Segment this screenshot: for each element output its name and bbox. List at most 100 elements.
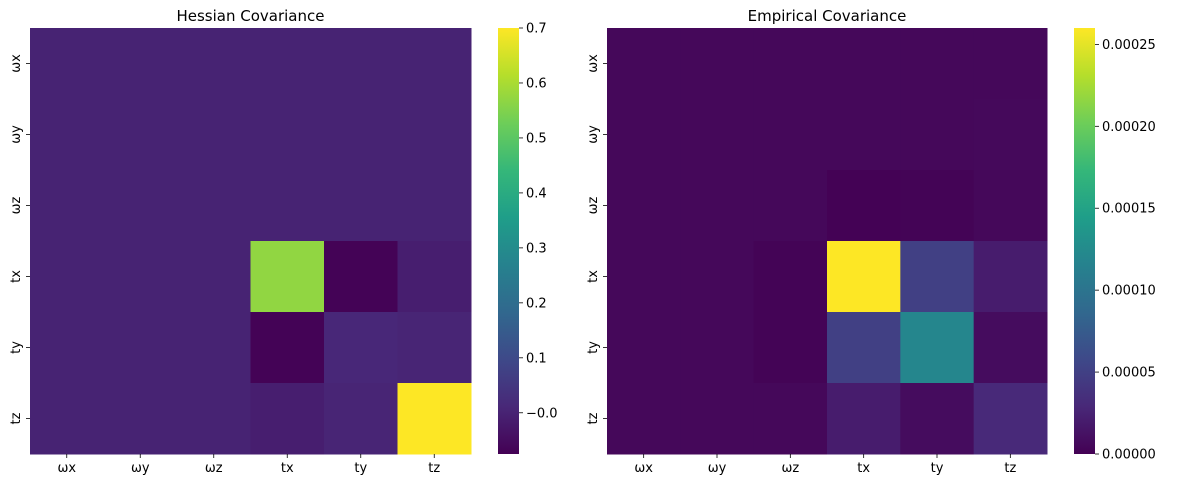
heatmap-cell-r5-c2	[753, 383, 828, 455]
x-tick-label: ωx	[57, 461, 76, 476]
y-tick-label: ty	[9, 341, 24, 354]
heatmap-cell-r4-c5	[397, 312, 472, 384]
colorbar-tick-label: 0.6	[526, 76, 547, 91]
heatmap-cell-r2-c0	[607, 170, 681, 242]
colorbar-tick-label: 0.2	[526, 296, 547, 311]
heatmap-cell-r0-c3	[250, 28, 325, 100]
heatmap-cell-r5-c5	[397, 383, 472, 455]
heatmap-cell-r3-c4	[324, 241, 398, 313]
heatmap-cell-r4-c1	[680, 312, 755, 384]
heatmap-cell-r4-c5	[973, 312, 1048, 384]
y-tick-label: ωy	[586, 125, 601, 144]
heatmap-cell-r0-c2	[753, 28, 828, 100]
heatmap-cell-r2-c5	[397, 170, 472, 242]
y-tick-label: tx	[586, 270, 601, 283]
colorbar-tick-label: 0.00020	[1102, 120, 1156, 135]
heatmap-cell-r3-c3	[250, 241, 325, 313]
heatmap-cell-r1-c5	[973, 99, 1048, 171]
heatmap-cell-r3-c5	[397, 241, 472, 313]
heatmap-cell-r0-c0	[607, 28, 681, 100]
chart-title: Hessian Covariance	[176, 7, 324, 25]
x-tick-label: ωy	[708, 461, 727, 476]
colorbar-tick-label: 0.4	[526, 186, 547, 201]
colorbar-tick-label: 0.00015	[1102, 202, 1156, 217]
heatmap-cell-r4-c4	[324, 312, 398, 384]
heatmap-cell-r4-c3	[250, 312, 325, 384]
heatmap-cell-r3-c2	[177, 241, 251, 313]
colorbar-tick-label: 0.00005	[1102, 366, 1156, 381]
heatmap-cell-r1-c0	[30, 99, 104, 171]
colorbar-tick-label: 0.5	[526, 131, 547, 146]
heatmap-cell-r4-c1	[103, 312, 178, 384]
x-tick-label: ωx	[634, 461, 653, 476]
heatmap-cell-r5-c2	[177, 383, 251, 455]
colorbar	[498, 28, 519, 454]
heatmap-cell-r5-c0	[607, 383, 681, 455]
x-tick-label: ty	[931, 461, 944, 476]
colorbar-tick-label: 0.7	[526, 22, 547, 37]
heatmap-cell-r5-c4	[900, 383, 975, 455]
heatmap-cell-r1-c1	[103, 99, 178, 171]
colorbar-tick-label: 0.00000	[1102, 448, 1156, 463]
colorbar-tick-label: −0.0	[526, 406, 558, 421]
heatmap-cell-r1-c4	[324, 99, 398, 171]
heatmap-cell-r2-c1	[103, 170, 178, 242]
heatmap-cell-r0-c3	[827, 28, 901, 100]
x-tick-label: tz	[1004, 461, 1016, 476]
heatmap-cell-r5-c3	[827, 383, 901, 455]
heatmap-cell-r0-c4	[324, 28, 398, 100]
heatmap-cell-r3-c2	[753, 241, 828, 313]
x-tick-label: tx	[281, 461, 294, 476]
heatmap-cell-r2-c0	[30, 170, 104, 242]
heatmap-cell-r0-c2	[177, 28, 251, 100]
heatmap-cell-r1-c3	[827, 99, 901, 171]
heatmap-cell-r3-c5	[973, 241, 1048, 313]
heatmap-cell-r3-c4	[900, 241, 975, 313]
heatmap-cell-r1-c5	[397, 99, 472, 171]
x-tick-label: ωz	[205, 461, 223, 476]
heatmap-cell-r4-c0	[607, 312, 681, 384]
heatmap-panel-hessian: Hessian Covariance ωx ωy ωz tx ty tz ωx ωy ωz tx ty…	[9, 7, 558, 476]
heatmap-cell-r2-c3	[827, 170, 901, 242]
heatmap-cell-r1-c3	[250, 99, 325, 171]
heatmap-cell-r0-c5	[973, 28, 1048, 100]
heatmap-cell-r5-c0	[30, 383, 104, 455]
heatmap-cell-r2-c5	[973, 170, 1048, 242]
heatmap-cell-r2-c3	[250, 170, 325, 242]
colorbar-tick-label: 0.00010	[1102, 284, 1156, 299]
heatmap-cell-r2-c4	[900, 170, 975, 242]
heatmap-cell-r0-c1	[680, 28, 755, 100]
chart-title: Empirical Covariance	[748, 7, 907, 25]
heatmap-cell-r1-c2	[753, 99, 828, 171]
heatmap-cell-r3-c0	[607, 241, 681, 313]
y-tick-label: tz	[9, 412, 24, 424]
heatmap-cell-r2-c2	[753, 170, 828, 242]
y-tick-label: ωz	[586, 196, 601, 214]
y-tick-label: tz	[586, 412, 601, 424]
y-tick-label: ty	[586, 341, 601, 354]
heatmap-cell-r1-c1	[680, 99, 755, 171]
colorbar-tick-label: 0.00025	[1102, 38, 1156, 53]
heatmap-cell-r1-c0	[607, 99, 681, 171]
heatmap-panel-empirical: Empirical Covariance ωx ωy ωz tx ty tz ωx ωy ωz tx…	[586, 7, 1156, 476]
heatmap-cell-r4-c3	[827, 312, 901, 384]
heatmap-cell-r5-c3	[250, 383, 325, 455]
heatmap-cell-r2-c1	[680, 170, 755, 242]
colorbar-tick-label: 0.1	[526, 351, 547, 366]
heatmap-cell-r2-c2	[177, 170, 251, 242]
heatmap-cell-r5-c5	[973, 383, 1048, 455]
heatmap-cell-r0-c0	[30, 28, 104, 100]
heatmap-cell-r1-c2	[177, 99, 251, 171]
x-tick-label: tz	[428, 461, 440, 476]
heatmap-cell-r3-c3	[827, 241, 901, 313]
heatmap-cell-r4-c2	[177, 312, 251, 384]
heatmap-cell-r4-c0	[30, 312, 104, 384]
y-tick-label: ωz	[9, 196, 24, 214]
heatmap-cell-r5-c1	[680, 383, 755, 455]
y-tick-label: ωx	[586, 54, 601, 73]
heatmap-cell-r3-c1	[680, 241, 755, 313]
x-tick-label: ty	[354, 461, 367, 476]
heatmap-cell-r5-c1	[103, 383, 178, 455]
